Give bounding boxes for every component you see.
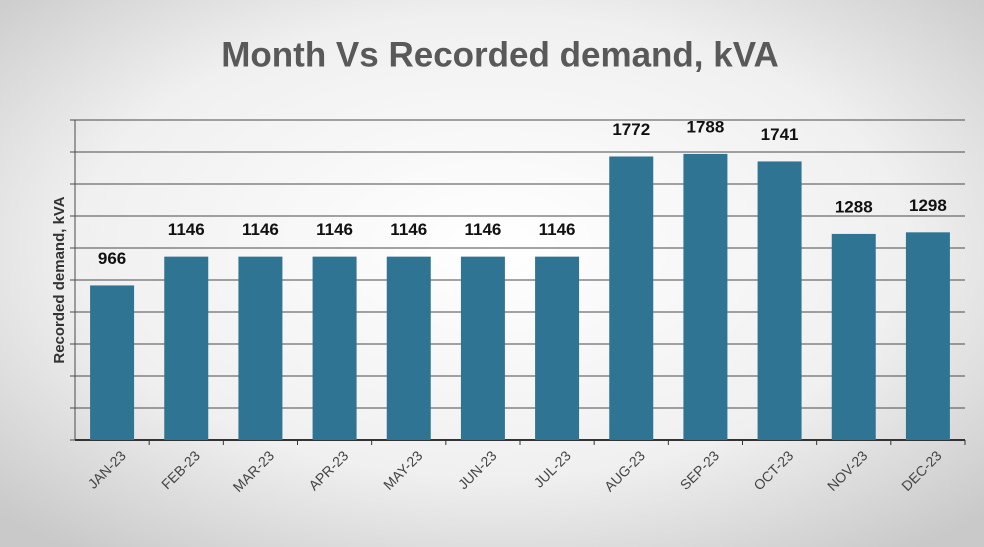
bar [905, 232, 950, 440]
data-label: 1146 [464, 220, 501, 239]
bar [238, 256, 283, 440]
bar [460, 256, 505, 440]
bar [831, 233, 876, 440]
data-label: 1788 [687, 117, 725, 136]
data-label: 1146 [168, 220, 205, 239]
bar [386, 256, 431, 440]
bar [535, 256, 580, 440]
bar [164, 256, 209, 440]
bar [757, 161, 802, 440]
data-label: 1741 [761, 125, 799, 144]
data-label: 1146 [539, 220, 576, 239]
data-label: 1298 [909, 196, 947, 215]
data-label: 1146 [390, 220, 427, 239]
bar [609, 156, 654, 441]
data-label: 1146 [242, 220, 279, 239]
bar [683, 153, 728, 441]
chart-title: Month Vs Recorded demand, kVA [221, 35, 779, 74]
data-label: 1772 [612, 120, 650, 139]
bar [312, 256, 357, 440]
data-label: 1288 [835, 197, 873, 216]
data-label: 966 [98, 249, 126, 268]
y-axis-label: Recorded demand, kVA [51, 196, 68, 363]
bar [90, 285, 135, 440]
data-label: 1146 [316, 220, 353, 239]
